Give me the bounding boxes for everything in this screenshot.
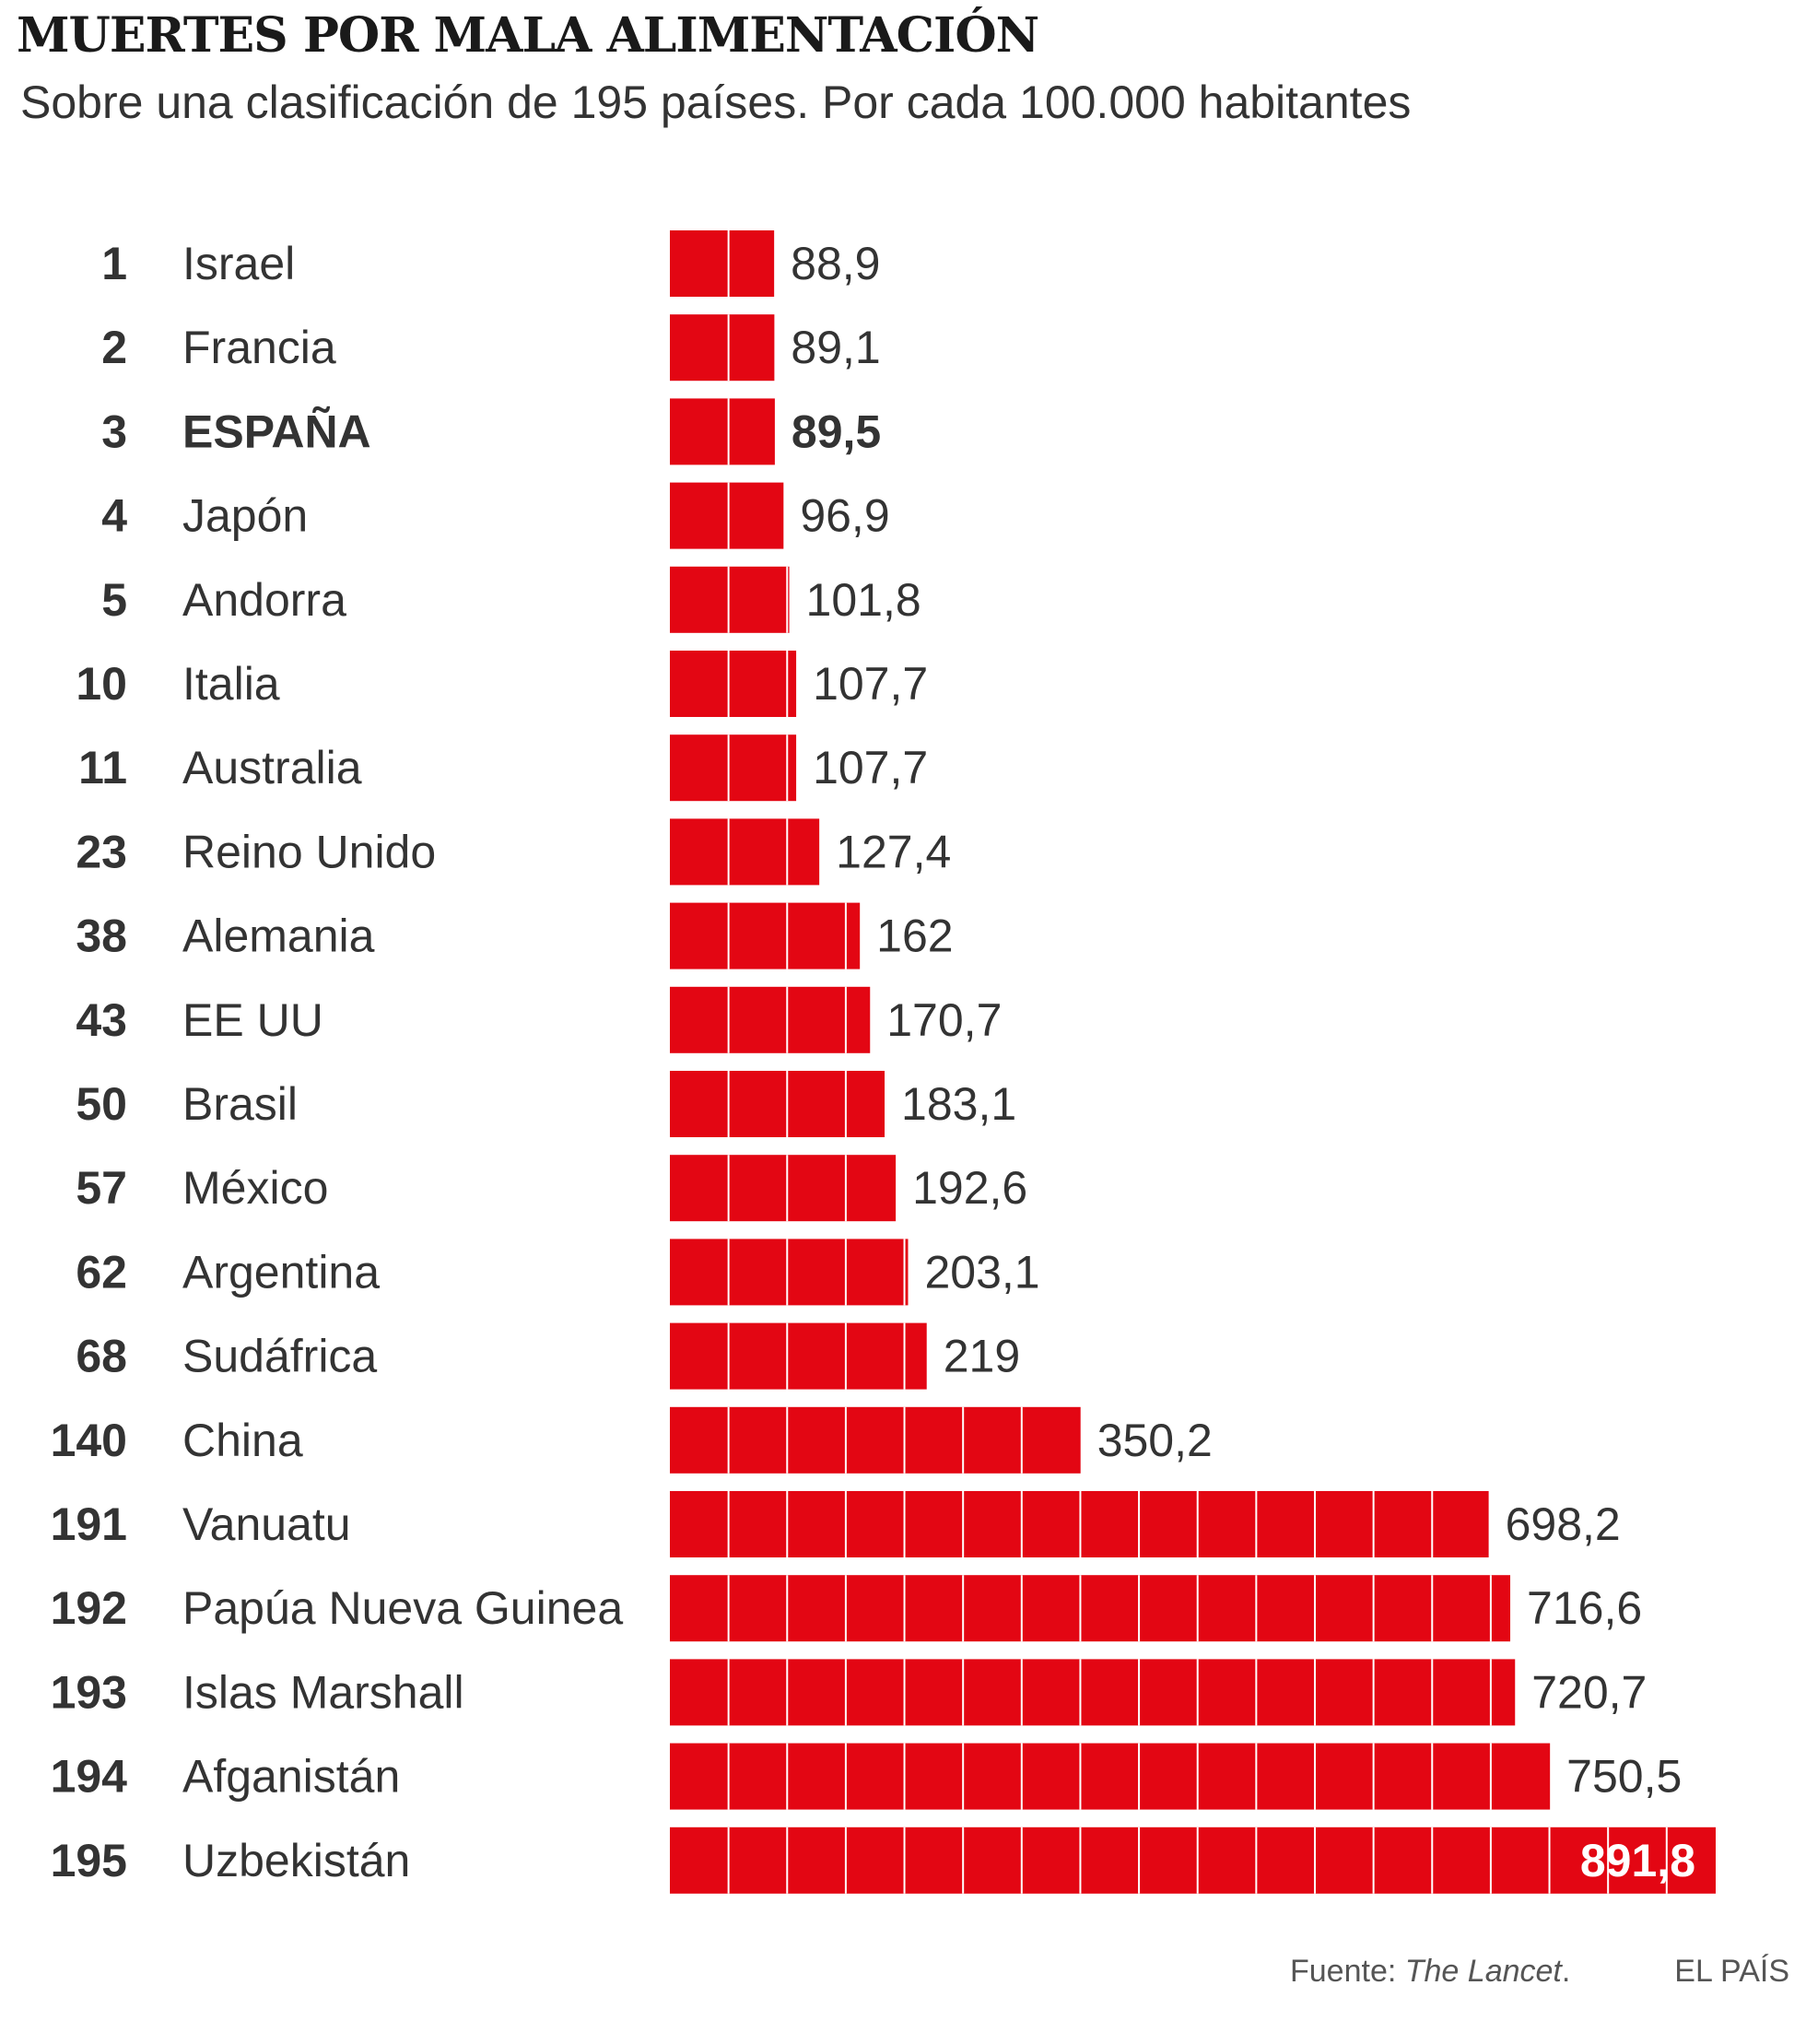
value-label: 127,4 [836,826,951,877]
value-label: 89,1 [791,322,880,373]
rank-label: 38 [76,910,127,962]
rank-label: 43 [76,994,127,1046]
rank-label: 191 [51,1498,127,1550]
bar [670,651,797,717]
value-label: 101,8 [806,574,921,626]
bar [670,1575,1511,1642]
value-label: 88,9 [791,238,880,289]
value-label: 89,5 [792,405,881,457]
rank-label: 140 [51,1415,127,1466]
country-label: Reino Unido [182,826,436,877]
chart-rows: 1 Israel 88,9 2 Francia 89,1 3 ESPAÑA 89,5 4 Japón… [51,230,1716,1894]
value-label: 183,1 [901,1078,1016,1130]
country-label: Uzbekistán [182,1835,410,1886]
rank-label: 2 [101,322,127,373]
country-label: Islas Marshall [182,1666,464,1718]
bar [670,1659,1516,1726]
value-label: 219 [944,1331,1020,1382]
value-label: 720,7 [1531,1666,1647,1718]
country-label: EE UU [182,994,323,1046]
value-label: 192,6 [912,1162,1027,1214]
value-label: 170,7 [886,994,1002,1046]
country-label: Vanuatu [182,1498,351,1550]
country-label: Israel [182,238,295,289]
value-label: 107,7 [813,742,928,793]
country-label: Papúa Nueva Guinea [182,1582,623,1634]
rank-label: 68 [76,1331,127,1382]
rank-label: 1 [101,238,127,289]
value-label: 203,1 [924,1246,1039,1298]
value-label: 350,2 [1097,1415,1213,1466]
country-label: China [182,1415,303,1466]
bar [670,818,820,886]
rank-label: 192 [51,1582,127,1634]
bar [670,230,775,297]
rank-label: 10 [76,658,127,710]
source-name: The Lancet [1404,1954,1562,1989]
country-label: Australia [182,742,362,793]
source-prefix: Fuente: [1290,1954,1405,1989]
bar [670,1406,1081,1474]
country-label: Afganistán [182,1751,400,1803]
source-suffix: . [1561,1954,1571,1989]
rank-label: 3 [101,405,127,457]
bar [670,314,775,382]
country-label: Alemania [182,910,375,962]
value-label: 96,9 [800,490,889,542]
rank-label: 193 [51,1666,127,1718]
rank-label: 5 [101,574,127,626]
chart-title: MUERTES POR MALA ALIMENTACIÓN [17,7,1039,64]
bar [670,566,790,633]
rank-label: 194 [51,1751,128,1803]
rank-label: 57 [76,1162,127,1214]
value-label: 891,8 [1580,1835,1695,1886]
country-label: Francia [182,322,336,373]
rank-label: 4 [101,490,127,542]
bar [670,1322,927,1390]
country-label: México [182,1162,328,1214]
rank-label: 11 [78,742,127,793]
bar [670,1071,885,1137]
bar [670,1743,1551,1810]
bar [670,1239,909,1306]
rank-label: 62 [76,1246,127,1298]
country-label: ESPAÑA [182,405,371,457]
country-label: Italia [182,658,280,710]
country-label: Sudáfrica [182,1331,377,1382]
bar [670,1491,1489,1557]
bar [670,734,797,802]
country-label: Japón [182,490,308,542]
country-label: Brasil [182,1078,298,1130]
brand-label: EL PAÍS [1674,1954,1789,1989]
bar [670,1827,1716,1894]
value-label: 162 [876,910,953,962]
bar [670,1155,897,1222]
bar [670,482,784,549]
value-label: 716,6 [1527,1582,1642,1634]
bar [670,986,871,1053]
value-label: 107,7 [813,658,928,710]
value-label: 750,5 [1566,1751,1682,1803]
rank-label: 50 [76,1078,127,1130]
rank-label: 23 [76,826,127,877]
country-label: Andorra [182,574,346,626]
bar [670,398,775,465]
chart-subtitle: Sobre una clasificación de 195 países. P… [20,76,1412,128]
rank-label: 195 [51,1835,127,1886]
country-label: Argentina [182,1246,380,1298]
source-note: Fuente: The Lancet. [1290,1954,1570,1990]
value-label: 698,2 [1506,1498,1621,1550]
bar [670,902,861,969]
